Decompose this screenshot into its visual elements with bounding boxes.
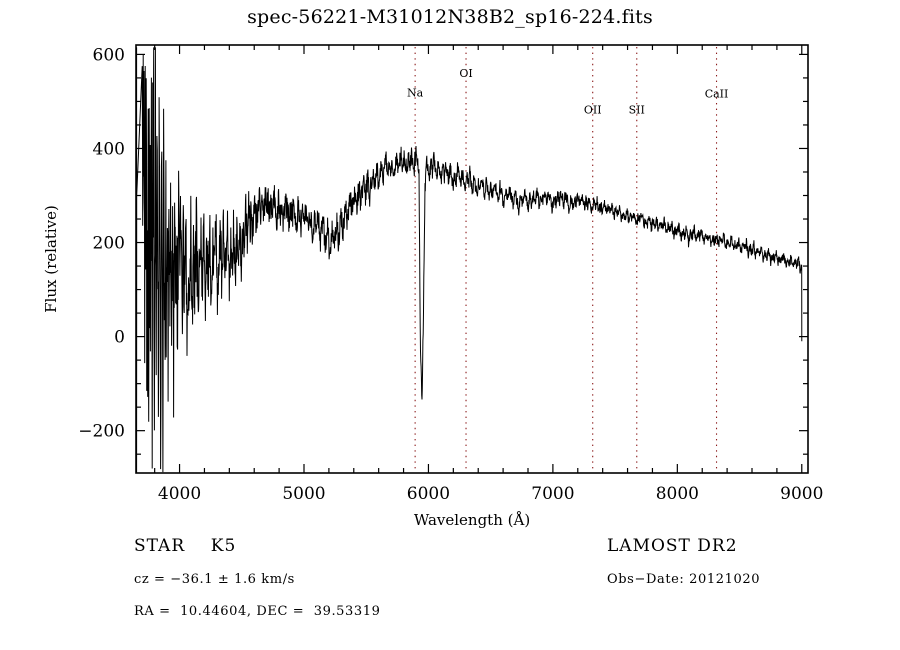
svg-text:400: 400 bbox=[93, 139, 125, 159]
figure-title: spec-56221-M31012N38B2_sp16-224.fits bbox=[247, 6, 653, 28]
svg-text:Flux (relative): Flux (relative) bbox=[42, 205, 60, 313]
spectral-line-markers: Na OI OII SII CaII bbox=[407, 47, 728, 471]
obs-date-text: Obs−Date: 20121020 bbox=[607, 572, 761, 587]
svg-text:−200: −200 bbox=[78, 422, 125, 442]
plot-axes bbox=[135, 44, 809, 474]
svg-text:OII: OII bbox=[584, 104, 602, 117]
survey-text: LAMOST DR2 bbox=[607, 536, 738, 556]
svg-text:CaII: CaII bbox=[705, 88, 729, 101]
svg-text:Na: Na bbox=[407, 87, 424, 100]
svg-text:OI: OI bbox=[459, 67, 472, 80]
cz-text: cz = −36.1 ± 1.6 km/s bbox=[134, 572, 295, 587]
coords-text: RA = 10.44604, DEC = 39.53319 bbox=[134, 604, 381, 619]
svg-text:6000: 6000 bbox=[407, 484, 450, 504]
svg-text:SII: SII bbox=[629, 104, 645, 117]
svg-text:600: 600 bbox=[93, 45, 125, 65]
svg-text:0: 0 bbox=[114, 328, 125, 348]
svg-text:5000: 5000 bbox=[282, 484, 325, 504]
object-class-text: STAR K5 bbox=[134, 536, 237, 556]
svg-text:4000: 4000 bbox=[158, 484, 201, 504]
svg-text:9000: 9000 bbox=[780, 484, 823, 504]
svg-text:200: 200 bbox=[93, 234, 125, 254]
flux-trace bbox=[136, 47, 803, 473]
svg-text:Wavelength (Å): Wavelength (Å) bbox=[414, 511, 530, 529]
svg-text:7000: 7000 bbox=[531, 484, 574, 504]
axis-labels: 4000 5000 6000 7000 8000 9000 −200 0 200 400 600 Wa… bbox=[42, 45, 823, 529]
svg-text:8000: 8000 bbox=[656, 484, 699, 504]
